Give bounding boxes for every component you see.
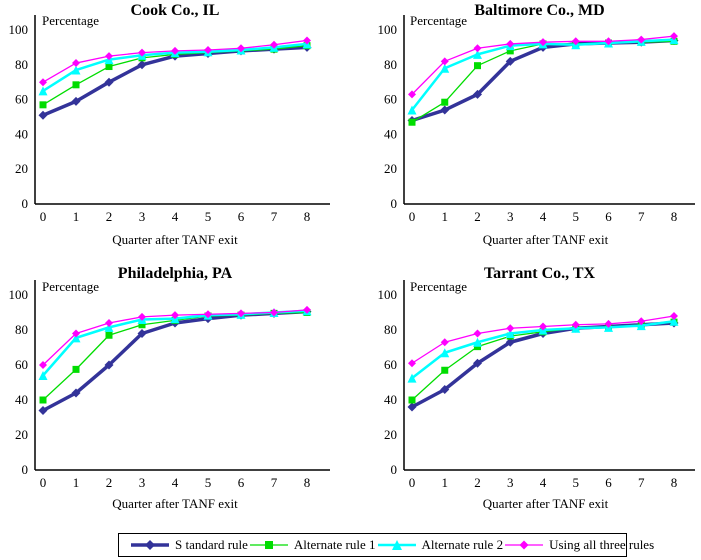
svg-text:2: 2 (474, 209, 481, 224)
legend-label: S tandard rule (175, 537, 248, 552)
legend-item-alternate-rule-2: Alternate rule 2 (376, 537, 504, 553)
svg-text:40: 40 (384, 126, 397, 141)
svg-text:6: 6 (238, 475, 245, 490)
svg-text:0: 0 (22, 196, 29, 211)
plot-area-cook-co-il: 0 20 40 60 80 100 0 1 2 3 4 5 6 7 8 (9, 15, 330, 224)
svg-text:100: 100 (9, 287, 29, 302)
svg-text:4: 4 (172, 475, 179, 490)
chart-title: Baltimore Co., MD (474, 2, 605, 19)
svg-text:80: 80 (15, 322, 28, 337)
svg-text:0: 0 (40, 475, 47, 490)
svg-text:5: 5 (205, 209, 212, 224)
y-axis-label: Percentage (42, 279, 100, 294)
y-axis-label: Percentage (42, 13, 100, 28)
svg-text:2: 2 (106, 209, 113, 224)
svg-text:8: 8 (671, 475, 678, 490)
svg-text:0: 0 (409, 475, 416, 490)
svg-text:6: 6 (605, 209, 612, 224)
svg-text:1: 1 (442, 209, 449, 224)
svg-text:80: 80 (384, 322, 397, 337)
svg-text:1: 1 (73, 209, 80, 224)
chart-tarrant-co-tx: Tarrant Co., TX Percentage 0 20 40 60 80 100 0… (350, 258, 701, 520)
legend-item-using-all-three-rules: Using all three rules (503, 537, 654, 553)
svg-text:8: 8 (304, 475, 311, 490)
svg-text:4: 4 (172, 209, 179, 224)
svg-text:3: 3 (507, 475, 514, 490)
svg-text:3: 3 (139, 209, 146, 224)
svg-text:100: 100 (9, 22, 29, 37)
svg-text:6: 6 (605, 475, 612, 490)
alternate-rule-1-line-square-icon (249, 541, 288, 549)
x-axis-label: Quarter after TANF exit (482, 496, 609, 511)
chart-philadelphia-pa: Philadelphia, PA Percentage 0 20 40 60 80 100… (0, 258, 350, 520)
svg-text:60: 60 (384, 357, 397, 372)
svg-text:1: 1 (442, 475, 449, 490)
svg-text:8: 8 (671, 209, 678, 224)
svg-text:60: 60 (384, 92, 397, 107)
svg-text:7: 7 (271, 475, 278, 490)
svg-text:100: 100 (378, 22, 398, 37)
svg-text:5: 5 (205, 475, 212, 490)
svg-text:0: 0 (40, 209, 47, 224)
svg-text:20: 20 (15, 427, 28, 442)
svg-text:8: 8 (304, 209, 311, 224)
svg-text:60: 60 (15, 92, 28, 107)
svg-text:60: 60 (15, 357, 28, 372)
svg-text:20: 20 (384, 161, 397, 176)
svg-text:0: 0 (22, 462, 29, 477)
legend-label: Alternate rule 1 (293, 537, 376, 552)
svg-text:4: 4 (540, 475, 547, 490)
chart-cook-co-il: Cook Co., IL Percentage 0 20 40 60 80 100 0 1 2 3… (0, 0, 350, 252)
svg-text:2: 2 (106, 475, 113, 490)
svg-text:100: 100 (378, 287, 398, 302)
legend-item-alternate-rule-1: Alternate rule 1 (248, 537, 376, 553)
svg-text:7: 7 (271, 209, 278, 224)
svg-text:7: 7 (638, 475, 645, 490)
legend-item-standard-rule: S tandard rule (129, 537, 248, 553)
svg-text:40: 40 (15, 126, 28, 141)
y-axis-label: Percentage (410, 279, 468, 294)
chart-title: Cook Co., IL (130, 2, 220, 19)
plot-area-philadelphia-pa: 0 20 40 60 80 100 0 1 2 3 4 5 6 7 8 (9, 280, 330, 490)
chart-title: Tarrant Co., TX (483, 265, 596, 282)
standard-rule-line-diamond-icon (131, 540, 169, 550)
y-axis-label: Percentage (410, 13, 468, 28)
legend-label: Alternate rule 2 (421, 537, 504, 552)
legend: S tandard rule Alternate rule 1 Alternat… (118, 533, 654, 557)
alternate-rule-2-line-triangle-icon (377, 540, 416, 550)
x-axis-label: Quarter after TANF exit (112, 496, 238, 511)
svg-text:20: 20 (15, 161, 28, 176)
legend-label: Using all three rules (549, 537, 655, 552)
svg-text:0: 0 (391, 196, 398, 211)
svg-text:40: 40 (384, 392, 397, 407)
svg-text:20: 20 (384, 427, 397, 442)
svg-text:0: 0 (409, 209, 416, 224)
svg-text:4: 4 (540, 209, 547, 224)
svg-text:40: 40 (15, 392, 28, 407)
svg-text:5: 5 (573, 475, 580, 490)
svg-text:6: 6 (238, 209, 245, 224)
x-axis-label: Quarter after TANF exit (482, 232, 609, 247)
svg-text:80: 80 (15, 57, 28, 72)
svg-text:2: 2 (474, 475, 481, 490)
using-all-three-rules-line-diamond-icon (505, 540, 544, 550)
x-axis-label: Quarter after TANF exit (112, 232, 238, 247)
plot-area-baltimore-co-md: 0 20 40 60 80 100 0 1 2 3 4 5 6 7 8 (378, 15, 695, 224)
svg-text:0: 0 (391, 462, 398, 477)
svg-text:5: 5 (573, 209, 580, 224)
svg-text:1: 1 (73, 475, 80, 490)
svg-text:3: 3 (139, 475, 146, 490)
svg-text:80: 80 (384, 57, 397, 72)
svg-text:7: 7 (638, 209, 645, 224)
chart-title: Philadelphia, PA (117, 265, 233, 282)
plot-area-tarrant-co-tx: 0 20 40 60 80 100 0 1 2 3 4 5 6 7 8 (378, 280, 695, 490)
chart-baltimore-co-md: Baltimore Co., MD Percentage 0 20 40 60 80 10… (350, 0, 701, 252)
svg-text:3: 3 (507, 209, 514, 224)
